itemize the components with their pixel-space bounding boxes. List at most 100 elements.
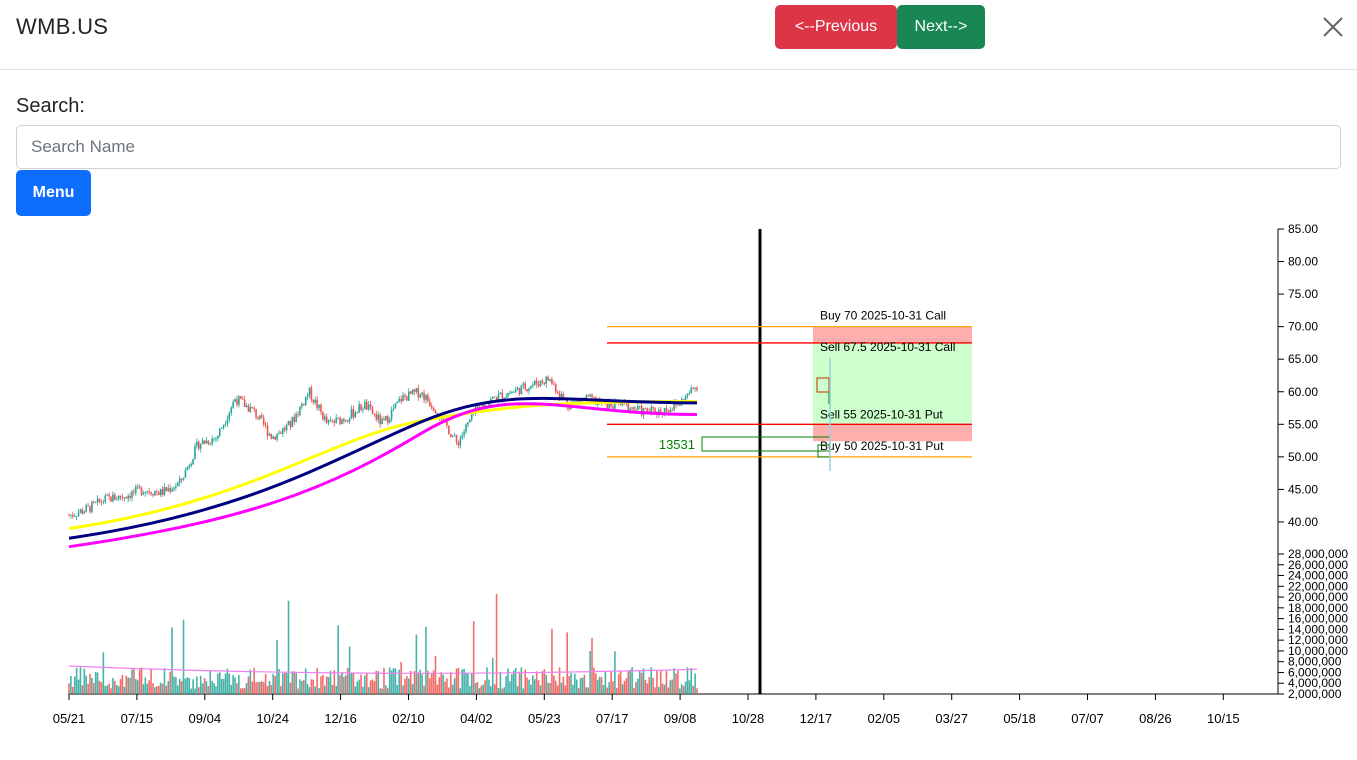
volume-bar <box>68 683 70 694</box>
close-icon[interactable] <box>1320 14 1346 40</box>
volume-bar <box>358 679 360 694</box>
volume-bar <box>297 688 299 694</box>
candle-body <box>495 397 498 401</box>
ma-navy-line <box>68 396 698 540</box>
volume-bar <box>490 686 492 694</box>
volume-bar <box>430 673 433 694</box>
volume-profile-box <box>701 436 831 452</box>
volume-bar <box>675 673 677 694</box>
volume-bar <box>520 667 523 694</box>
candle-body <box>79 509 82 513</box>
candle-body <box>499 392 502 395</box>
candle-body <box>430 405 433 408</box>
volume-bar <box>192 679 194 694</box>
volume-bar <box>383 667 385 694</box>
page-title: WMB.US <box>16 14 109 39</box>
candle-body <box>663 408 666 415</box>
volume-bar <box>392 668 395 694</box>
volume-bar <box>488 679 490 694</box>
volume-bar <box>335 685 338 694</box>
loss-zone-upper <box>813 326 972 343</box>
volume-bar <box>217 673 219 694</box>
price-tick-label: 45.00 <box>1288 482 1318 496</box>
volume-bar <box>110 688 112 694</box>
candle-body <box>184 469 187 478</box>
search-input[interactable] <box>16 125 1341 169</box>
volume-bar <box>457 667 460 694</box>
volume-bar <box>339 675 341 694</box>
candle-body <box>509 393 511 394</box>
candle-body <box>463 431 465 436</box>
candle-body <box>169 488 171 492</box>
next-button[interactable]: Next--> <box>897 5 985 49</box>
candle-body <box>356 412 359 414</box>
volume-bar <box>341 672 343 694</box>
candle-body <box>537 384 540 387</box>
candle-body <box>427 395 429 402</box>
volume-bar <box>541 671 544 694</box>
volume-tick-label: 18,000,000 <box>1288 601 1348 615</box>
candle-body <box>89 505 91 512</box>
candle-body <box>364 401 366 410</box>
x-tick-label: 05/21 <box>53 711 86 726</box>
candle-body <box>579 399 582 403</box>
candle-body <box>417 388 420 398</box>
volume-bar <box>413 671 416 694</box>
volume-bar <box>549 683 551 694</box>
volume-bar <box>556 685 559 694</box>
candle-body <box>278 432 280 434</box>
candle-body <box>241 398 244 400</box>
candle-body <box>201 440 204 445</box>
volume-bar <box>442 674 444 694</box>
volume-bar <box>598 676 601 694</box>
option-label: Sell 55 2025-10-31 Put <box>820 407 943 421</box>
previous-button[interactable]: <--Previous <box>775 5 897 49</box>
volume-bar <box>574 673 576 694</box>
price-tick-label: 80.00 <box>1288 255 1318 269</box>
candle-body <box>217 435 219 439</box>
x-tick-label: 12/16 <box>324 711 357 726</box>
candle-body <box>312 399 315 403</box>
volume-bar <box>608 682 610 694</box>
candle-body <box>129 495 131 498</box>
volume-bar <box>423 685 425 694</box>
candle-body <box>285 424 288 431</box>
volume-bar <box>694 673 696 694</box>
volume-bar <box>381 688 383 694</box>
candle-body <box>163 486 166 495</box>
volume-bar <box>495 594 498 694</box>
volume-bar <box>133 668 135 694</box>
price-tick-label: 85.00 <box>1288 222 1318 236</box>
volume-bar <box>562 676 565 694</box>
volume-bar <box>491 657 494 694</box>
volume-bar <box>91 677 93 694</box>
volume-bar <box>472 621 475 694</box>
menu-button[interactable]: Menu <box>16 170 91 216</box>
candle-body <box>516 387 519 390</box>
volume-bar <box>295 672 297 694</box>
volume-bar <box>196 676 198 694</box>
candle-body <box>142 493 145 495</box>
candle-body <box>373 413 376 415</box>
volume-bar <box>595 673 597 694</box>
volume-tick-label: 10,000,000 <box>1288 644 1348 658</box>
volume-bar <box>648 677 651 694</box>
volume-bar <box>436 684 439 694</box>
candle-body <box>640 406 643 416</box>
volume-bar <box>327 677 330 694</box>
candle-body <box>688 393 691 394</box>
candle-body <box>457 442 460 446</box>
volume-bar <box>304 668 307 694</box>
candle-body <box>98 498 101 502</box>
candle-body <box>646 408 649 412</box>
candle-body <box>199 444 202 449</box>
candle-body <box>94 502 97 503</box>
candle-body <box>533 380 536 385</box>
volume-bar <box>461 669 464 694</box>
candle-body <box>323 416 326 420</box>
candle-body <box>413 389 416 392</box>
volume-bar <box>518 671 521 694</box>
candle-body <box>379 414 381 425</box>
candle-body <box>87 505 89 507</box>
x-tick-label: 07/07 <box>1071 711 1104 726</box>
